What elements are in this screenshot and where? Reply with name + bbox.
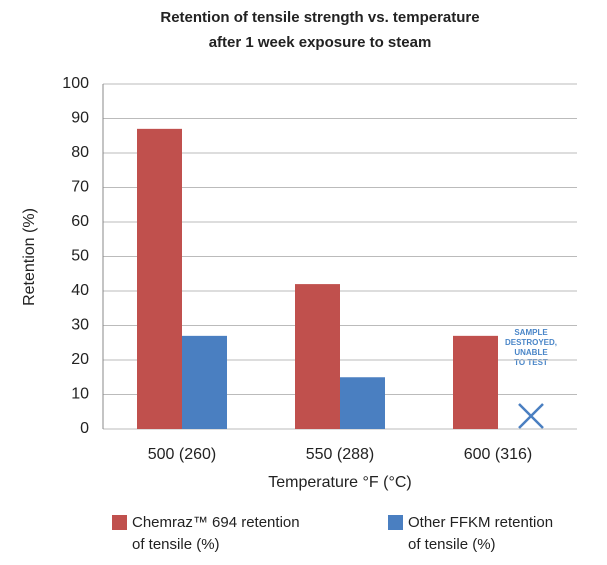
y-tick-label: 50 <box>71 248 89 265</box>
x-tick-label: 500 (260) <box>148 446 217 463</box>
chart: Retention of tensile strength vs. temper… <box>21 9 577 491</box>
x-axis-label: Temperature °F (°C) <box>268 474 412 491</box>
bar <box>137 128 182 429</box>
y-tick-label: 0 <box>80 420 89 437</box>
annotation-line: SAMPLE <box>514 328 548 337</box>
y-tick-label: 70 <box>71 179 89 196</box>
bar <box>340 377 385 429</box>
legend-item: Other FFKM retention of tensile (%) <box>388 512 558 556</box>
legend-swatch <box>388 515 403 530</box>
annotation-line: TO TEST <box>514 358 548 367</box>
bar <box>453 335 498 429</box>
y-tick-label: 30 <box>71 317 89 334</box>
legend-label: Other FFKM retention of tensile (%) <box>408 514 554 553</box>
legend-swatch <box>112 515 127 530</box>
y-tick-label: 100 <box>62 75 89 92</box>
y-tick-label: 80 <box>71 144 89 161</box>
annotation: SAMPLE DESTROYED, UNABLE TO TEST <box>505 328 557 429</box>
legend-item: Chemraz™ 694 retention of tensile (%) <box>112 512 304 556</box>
legend-label: Chemraz™ 694 retention of tensile (%) <box>132 514 300 553</box>
annotation-line: UNABLE <box>514 348 548 357</box>
y-tick-label: 40 <box>71 282 89 299</box>
bar <box>295 284 340 429</box>
y-tick-label: 90 <box>71 110 89 127</box>
x-tick-label: 600 (316) <box>464 446 533 463</box>
chart-title-line: after 1 week exposure to steam <box>209 34 432 51</box>
bar <box>182 335 227 429</box>
y-tick-label: 60 <box>71 213 89 230</box>
chart-title-line: Retention of tensile strength vs. temper… <box>160 9 479 26</box>
y-tick-label: 20 <box>71 351 89 368</box>
annotation-line: DESTROYED, <box>505 338 557 347</box>
x-tick-label: 550 (288) <box>306 446 375 463</box>
y-axis-label: Retention (%) <box>21 208 38 306</box>
y-tick-label: 10 <box>71 386 89 403</box>
x-marker <box>518 403 544 429</box>
